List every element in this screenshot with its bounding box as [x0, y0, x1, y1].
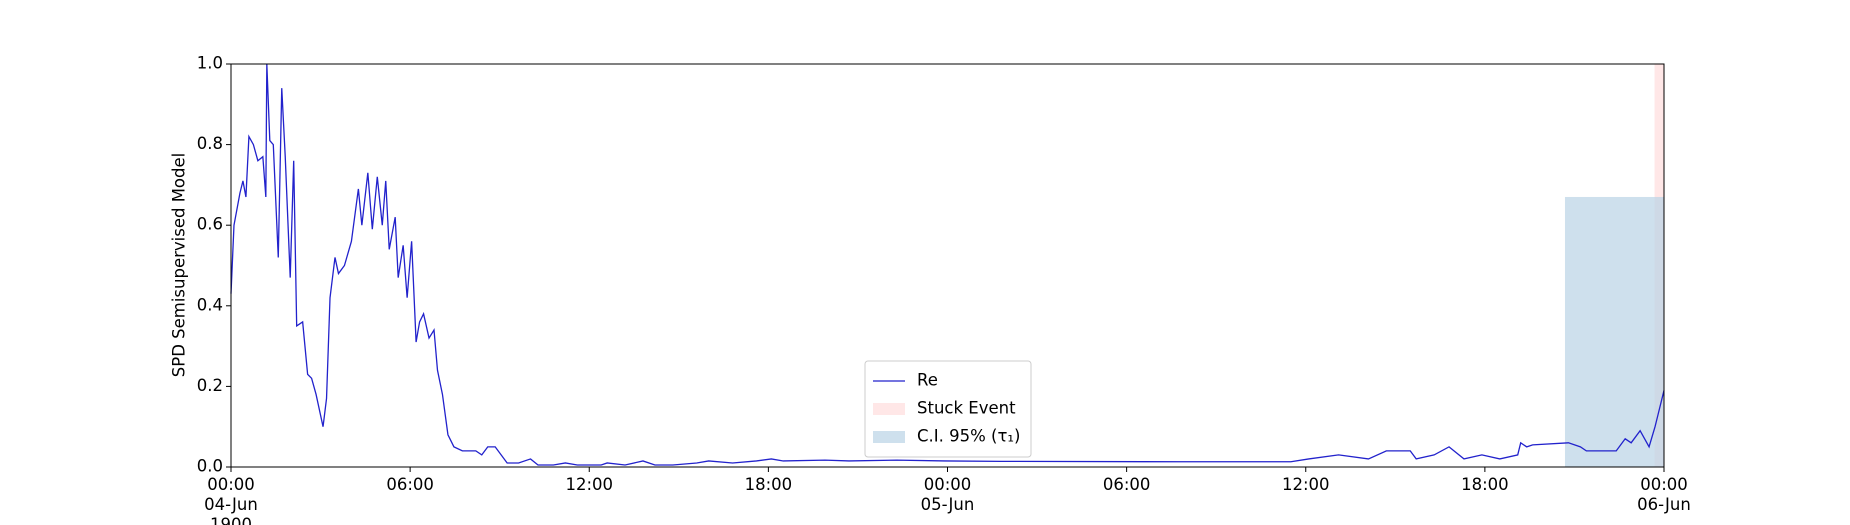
y-tick-label: 0.0 [197, 457, 223, 476]
y-tick-label: 0.6 [197, 215, 223, 234]
legend-label: Stuck Event [917, 399, 1016, 418]
x-tick-label: 12:00 [565, 475, 614, 494]
y-tick-label: 1.0 [197, 54, 223, 73]
plot-frame [230, 63, 1665, 468]
x-tick-label: 12:00 [1281, 475, 1330, 494]
y-axis-label: SPD Semisupervised Model [170, 153, 189, 377]
y-tick-label: 0.8 [197, 134, 223, 153]
legend-swatch [873, 403, 905, 415]
x-tick-label: 06:00 [386, 475, 434, 494]
span [1564, 196, 1664, 468]
legend-box [864, 360, 1032, 458]
line [230, 63, 1665, 466]
legend-label: Re [917, 371, 938, 390]
legend-label: C.I. 95% (τ₁) [917, 427, 1020, 446]
x-tick-label: 00:00 04-Jun 1900 [204, 475, 258, 525]
x-tick-label: 00:00 05-Jun [920, 475, 975, 514]
y-tick-label: 0.2 [197, 376, 223, 395]
legend-swatch [873, 431, 905, 443]
x-tick-label: 00:00 06-Jun [1637, 475, 1691, 514]
x-tick-label: 06:00 [1102, 475, 1151, 494]
y-tick-label: 0.4 [197, 295, 223, 314]
x-tick-label: 18:00 [1461, 475, 1509, 494]
x-tick-label: 18:00 [744, 475, 793, 494]
